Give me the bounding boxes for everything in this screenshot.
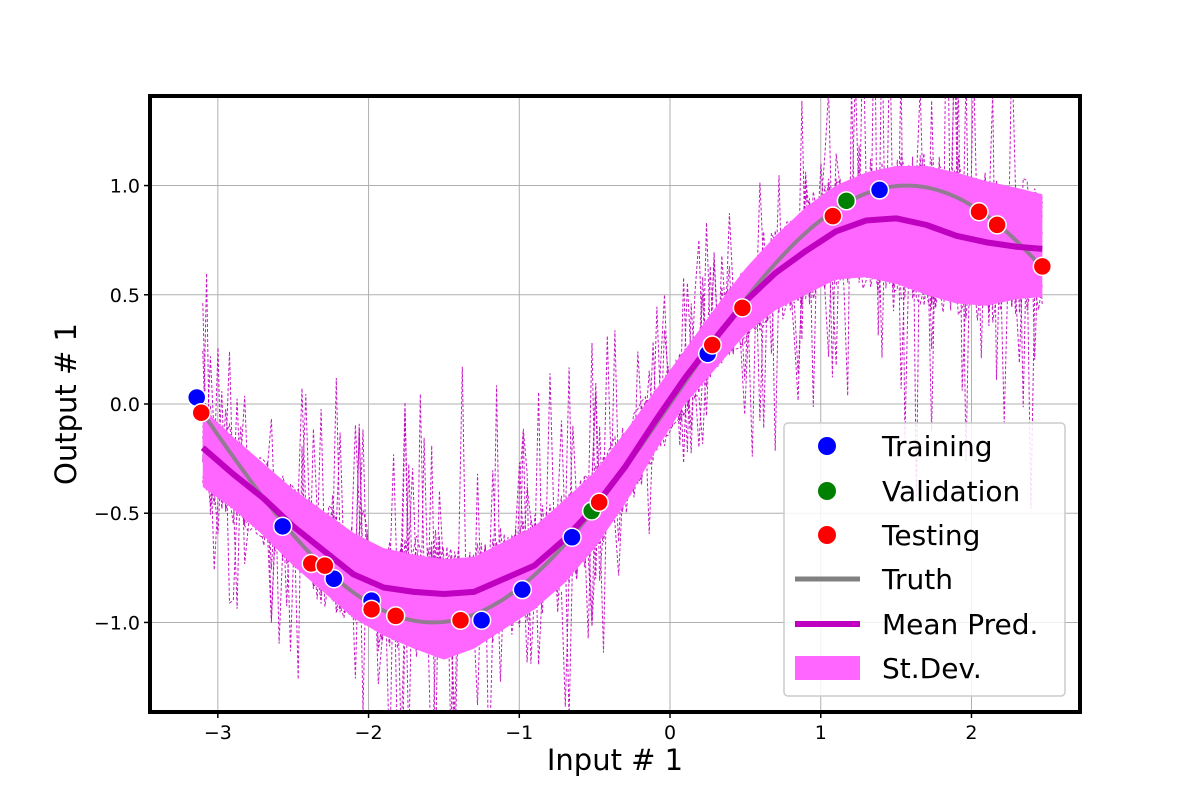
testing-point <box>385 606 406 626</box>
testing-point <box>315 555 335 576</box>
legend: Training Validation Testing Truth Mean P… <box>783 422 1066 697</box>
x-tick-label: 0 <box>664 722 676 744</box>
training-point <box>471 610 492 631</box>
y-tick-label: −1.0 <box>94 612 140 634</box>
legend-label-testing: Testing <box>881 519 980 552</box>
legend-marker-stdev <box>795 656 860 680</box>
testing-point <box>589 492 609 513</box>
training-point <box>562 527 582 547</box>
testing-point <box>732 298 753 318</box>
legend-label-stdev: St.Dev. <box>882 652 982 685</box>
testing-point <box>823 206 843 226</box>
testing-point <box>361 599 382 620</box>
legend-label-training: Training <box>881 430 992 463</box>
training-point <box>869 180 890 200</box>
x-tick-label: −3 <box>204 722 232 744</box>
x-tick-label: 2 <box>965 722 977 744</box>
y-axis-label: Output # 1 <box>49 323 83 485</box>
testing-point <box>987 215 1007 235</box>
x-tick-label: −1 <box>505 722 533 744</box>
legend-label-truth: Truth <box>881 563 953 596</box>
testing-point <box>450 610 471 631</box>
data-points <box>186 180 1053 631</box>
y-axis-ticks: −1.0 −0.5 0.0 0.5 1.0 <box>94 176 150 634</box>
testing-point <box>1032 256 1053 277</box>
testing-point <box>191 402 211 423</box>
y-tick-label: 1.0 <box>110 176 140 198</box>
legend-marker-training <box>818 437 836 455</box>
y-tick-label: 0.0 <box>110 394 140 416</box>
testing-point <box>969 202 989 222</box>
x-tick-label: 1 <box>815 722 827 744</box>
legend-label-validation: Validation <box>882 475 1020 508</box>
x-axis-label: Input # 1 <box>547 743 683 777</box>
stdev-band <box>202 165 1043 660</box>
training-point <box>512 579 533 600</box>
x-axis-ticks: −3 −2 −1 0 1 2 <box>204 712 978 744</box>
x-tick-label: −2 <box>355 722 383 744</box>
testing-point <box>702 335 722 355</box>
legend-marker-testing <box>818 526 836 544</box>
legend-box <box>783 422 1066 697</box>
mean-prediction-line <box>200 215 1043 598</box>
y-tick-label: −0.5 <box>94 503 140 525</box>
y-tick-label: 0.5 <box>110 285 140 307</box>
validation-point <box>836 191 857 211</box>
legend-marker-validation <box>818 482 836 500</box>
legend-label-mean: Mean Pred. <box>882 608 1038 641</box>
training-point <box>272 516 293 537</box>
